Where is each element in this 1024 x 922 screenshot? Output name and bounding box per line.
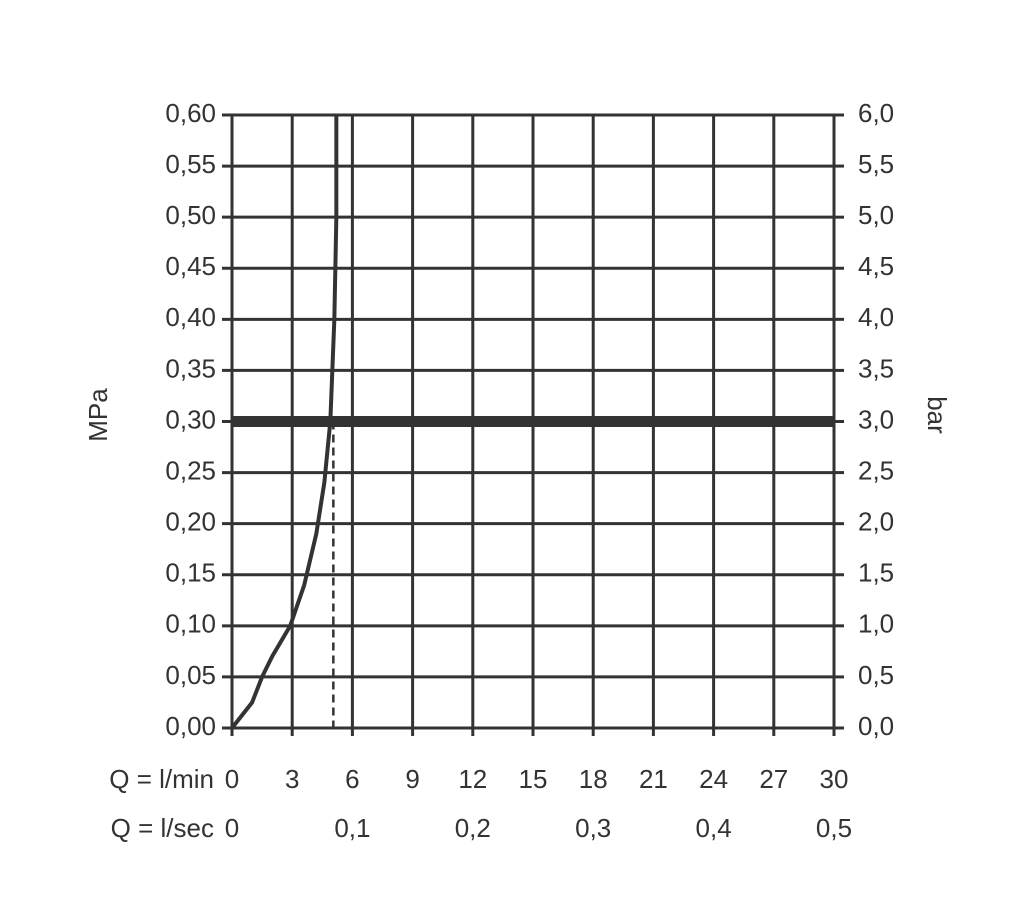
y-tick-label: 0,05: [165, 660, 216, 690]
y-tick-label: 0,35: [165, 353, 216, 383]
y2-tick-label: 5,5: [858, 149, 894, 179]
x-tick-label: 24: [699, 764, 728, 794]
y-tick-label: 0,25: [165, 455, 216, 485]
y2-tick-label: 6,0: [858, 98, 894, 128]
x-tick-label: 15: [519, 764, 548, 794]
y2-tick-label: 1,0: [858, 609, 894, 639]
y2-tick-label: 1,5: [858, 558, 894, 588]
y-tick-label: 0,40: [165, 302, 216, 332]
x2-tick-label: 0,3: [575, 813, 611, 843]
y2-tick-label: 4,5: [858, 251, 894, 281]
curve: [230, 115, 339, 730]
x-tick-label: 0: [225, 764, 239, 794]
x2-tick-label: 0,1: [334, 813, 370, 843]
y2-tick-label: 3,0: [858, 404, 894, 434]
y-tick-label: 0,45: [165, 251, 216, 281]
y2-axis-label: bar: [922, 396, 952, 434]
y2-tick-label: 2,0: [858, 507, 894, 537]
y-tick-label: 0,00: [165, 711, 216, 741]
x2-axis-label: Q = l/sec: [111, 813, 214, 843]
y-tick-label: 0,55: [165, 149, 216, 179]
y2-tick-label: 4,0: [858, 302, 894, 332]
y-tick-label: 0,60: [165, 98, 216, 128]
y2-tick-label: 2,5: [858, 455, 894, 485]
y2-tick-label: 5,0: [858, 200, 894, 230]
y-tick-label: 0,50: [165, 200, 216, 230]
x-tick-label: 18: [579, 764, 608, 794]
x2-tick-label: 0,4: [696, 813, 732, 843]
x-tick-label: 12: [458, 764, 487, 794]
x2-tick-label: 0,5: [816, 813, 852, 843]
y-axis-label: MPa: [83, 388, 113, 442]
y2-tick-label: 3,5: [858, 353, 894, 383]
y2-tick-label: 0,0: [858, 711, 894, 741]
x-tick-label: 30: [820, 764, 849, 794]
y-tick-label: 0,15: [165, 558, 216, 588]
y-tick-label: 0,30: [165, 404, 216, 434]
x-tick-label: 27: [759, 764, 788, 794]
x-tick-label: 9: [405, 764, 419, 794]
x2-tick-label: 0: [225, 813, 239, 843]
y2-tick-label: 0,5: [858, 660, 894, 690]
x-tick-label: 6: [345, 764, 359, 794]
x-axis-label: Q = l/min: [109, 764, 214, 794]
x2-tick-label: 0,2: [455, 813, 491, 843]
x-tick-label: 21: [639, 764, 668, 794]
y-tick-label: 0,20: [165, 507, 216, 537]
y-tick-label: 0,10: [165, 609, 216, 639]
x-tick-label: 3: [285, 764, 299, 794]
